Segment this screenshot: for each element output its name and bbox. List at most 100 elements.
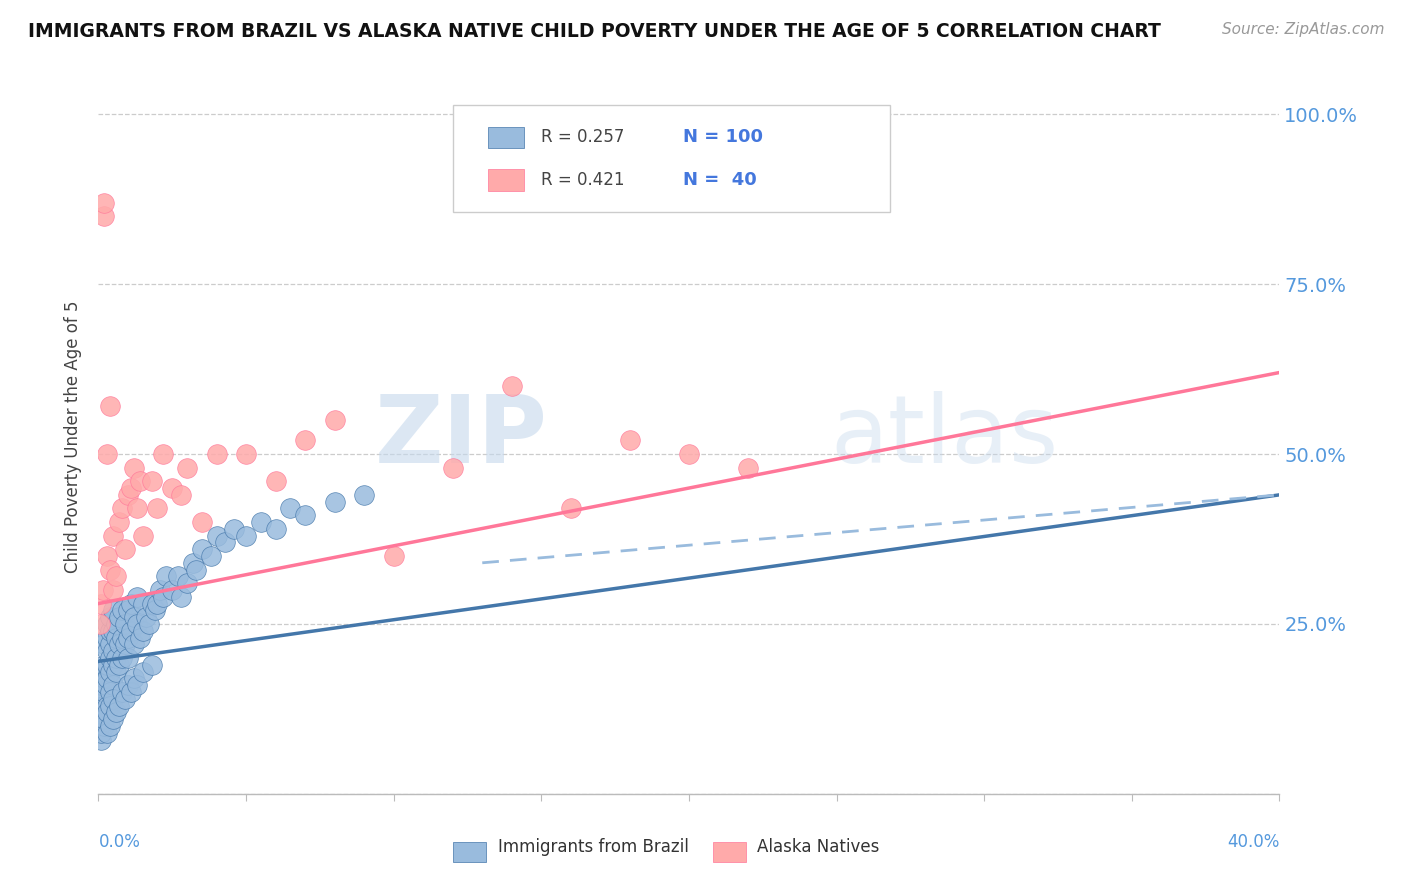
Point: [117, 651, 139, 665]
Point: [117, 603, 139, 617]
Point: [117, 631, 139, 645]
Point: [103, 528, 125, 542]
Point: [125, 617, 148, 632]
Point: [132, 528, 155, 542]
Text: N =  40: N = 40: [683, 171, 756, 189]
Point: [98, 637, 121, 651]
Point: [96, 549, 118, 563]
Point: [205, 528, 228, 542]
Text: 40.0%: 40.0%: [1227, 833, 1279, 851]
Point: [111, 501, 134, 516]
Point: [93, 712, 115, 726]
Point: [103, 691, 125, 706]
Point: [96, 617, 118, 632]
Text: 0.0%: 0.0%: [98, 833, 141, 851]
Point: [125, 590, 148, 604]
Point: [132, 665, 155, 679]
Point: [98, 698, 121, 713]
Point: [117, 678, 139, 692]
Point: [105, 665, 128, 679]
Point: [93, 195, 115, 210]
Text: Immigrants from Brazil: Immigrants from Brazil: [498, 838, 689, 856]
Point: [155, 569, 177, 583]
Point: [170, 590, 193, 604]
Point: [103, 582, 125, 597]
Point: [96, 657, 118, 672]
Point: [146, 597, 169, 611]
Point: [96, 644, 118, 658]
Text: atlas: atlas: [831, 391, 1059, 483]
Point: [162, 582, 183, 597]
Point: [122, 610, 145, 624]
Point: [294, 434, 316, 448]
Point: [323, 494, 346, 508]
Point: [93, 719, 115, 733]
Point: [167, 569, 190, 583]
Point: [105, 617, 128, 632]
Point: [560, 501, 582, 516]
Bar: [488, 169, 523, 191]
Point: [90, 665, 112, 679]
Point: [323, 413, 346, 427]
Point: [96, 698, 118, 713]
Point: [103, 657, 125, 672]
Point: [117, 488, 139, 502]
Point: [93, 712, 115, 726]
Bar: [453, 842, 486, 862]
Point: [132, 597, 155, 611]
Text: Alaska Natives: Alaska Natives: [758, 838, 880, 856]
Point: [90, 691, 112, 706]
Point: [143, 603, 166, 617]
Point: [114, 542, 136, 557]
Point: [122, 671, 145, 685]
FancyBboxPatch shape: [453, 105, 890, 212]
Point: [105, 569, 128, 583]
Point: [89, 719, 111, 733]
Point: [152, 590, 174, 604]
Point: [103, 644, 125, 658]
Point: [114, 691, 136, 706]
Point: [141, 657, 163, 672]
Bar: [713, 842, 745, 862]
Point: [105, 651, 128, 665]
Point: [103, 678, 125, 692]
Point: [181, 556, 204, 570]
Point: [90, 725, 112, 739]
Text: Source: ZipAtlas.com: Source: ZipAtlas.com: [1222, 22, 1385, 37]
Point: [191, 515, 214, 529]
Point: [264, 475, 287, 489]
Point: [114, 637, 136, 651]
Point: [132, 624, 155, 638]
Point: [103, 603, 125, 617]
Point: [96, 447, 118, 461]
Point: [501, 379, 523, 393]
Point: [98, 610, 121, 624]
Point: [96, 725, 118, 739]
Text: IMMIGRANTS FROM BRAZIL VS ALASKA NATIVE CHILD POVERTY UNDER THE AGE OF 5 CORRELA: IMMIGRANTS FROM BRAZIL VS ALASKA NATIVE …: [28, 22, 1161, 41]
Point: [214, 535, 236, 549]
Point: [93, 657, 115, 672]
Point: [98, 400, 121, 414]
Point: [98, 651, 121, 665]
Point: [250, 515, 273, 529]
Point: [737, 460, 759, 475]
Point: [91, 671, 114, 685]
Point: [125, 678, 148, 692]
Point: [441, 460, 464, 475]
Text: R = 0.257: R = 0.257: [541, 128, 624, 146]
Point: [108, 637, 131, 651]
Point: [235, 447, 257, 461]
Point: [280, 501, 302, 516]
Point: [141, 475, 163, 489]
Point: [98, 719, 121, 733]
Point: [235, 528, 257, 542]
Point: [98, 685, 121, 699]
Text: N = 100: N = 100: [683, 128, 763, 146]
Text: R = 0.421: R = 0.421: [541, 171, 624, 189]
Point: [141, 597, 163, 611]
Point: [619, 434, 641, 448]
Point: [105, 706, 128, 720]
Point: [120, 685, 142, 699]
Point: [108, 698, 131, 713]
Point: [125, 501, 148, 516]
